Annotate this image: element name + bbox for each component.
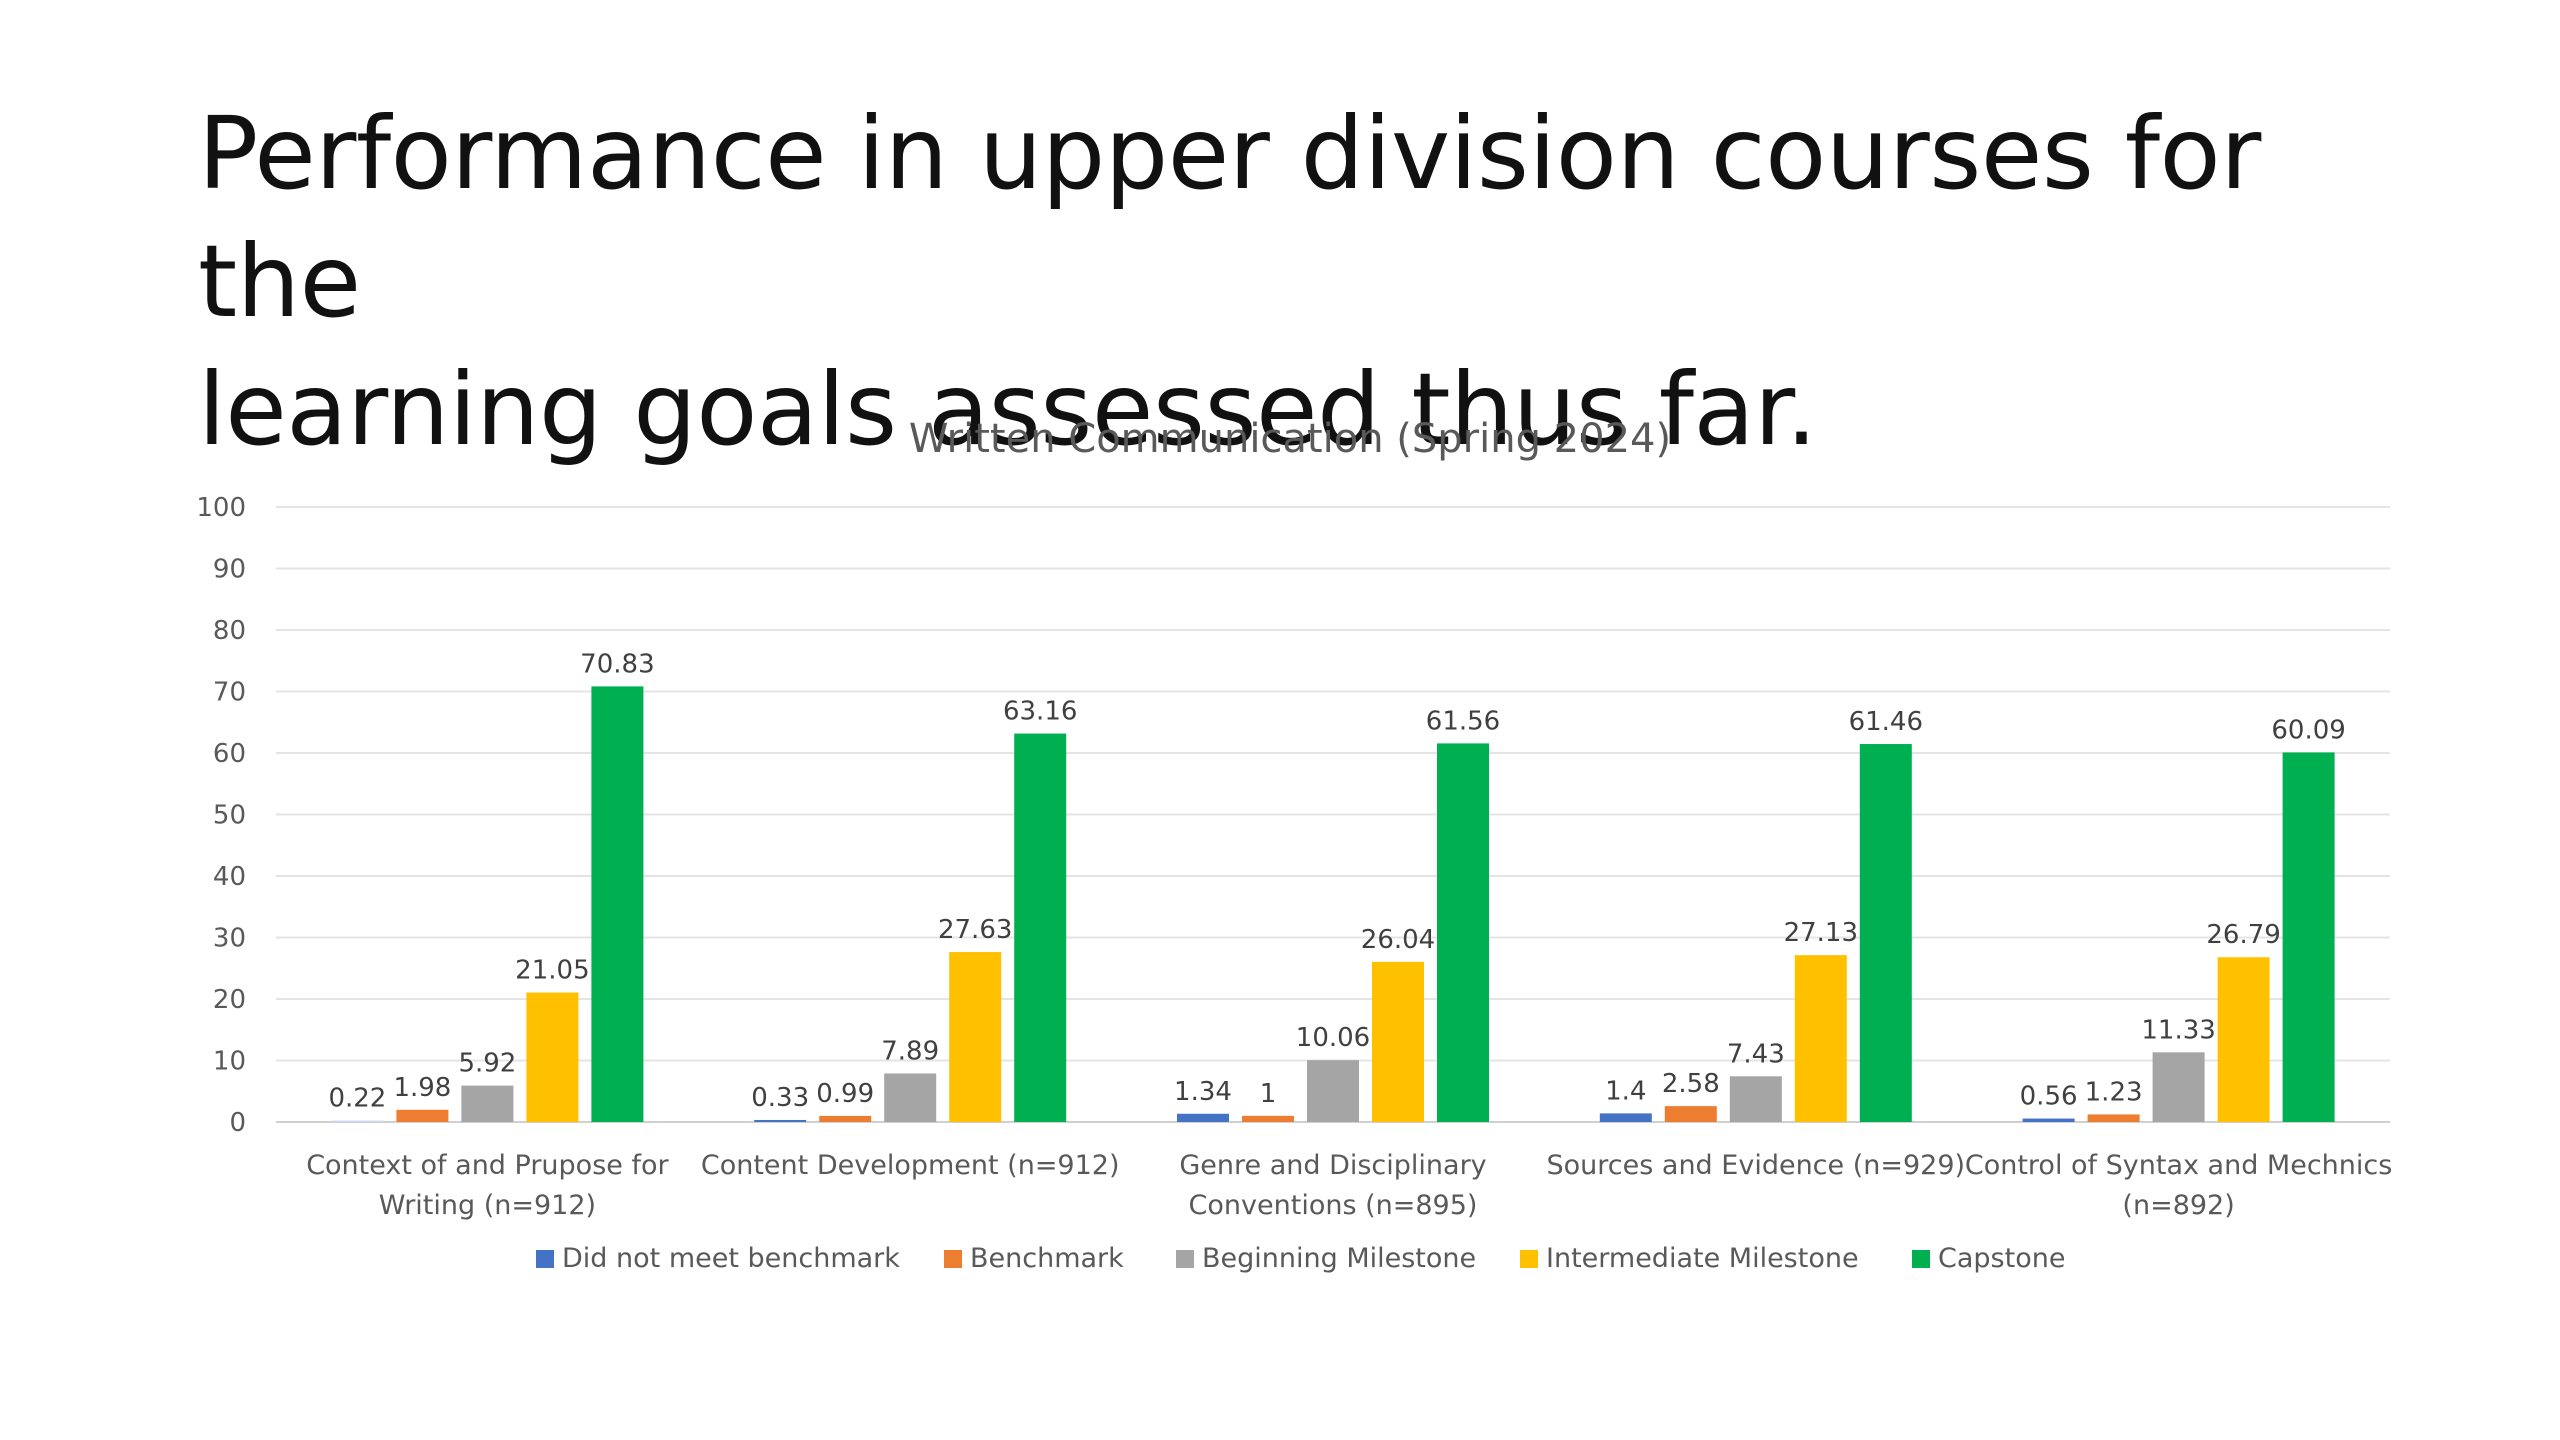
- y-tick-label: 90: [213, 555, 246, 585]
- y-tick-label: 50: [213, 801, 246, 831]
- bar-capstone: [591, 686, 644, 1122]
- data-label: 7.89: [881, 1036, 939, 1066]
- bar-beginning-milestone: [2152, 1052, 2205, 1122]
- bar-benchmark: [1242, 1115, 1294, 1122]
- legend-swatch: [944, 1250, 962, 1268]
- category-label: (n=892): [2122, 1190, 2234, 1221]
- bar-benchmark: [396, 1109, 449, 1122]
- data-labels: 0.22 1.985.92 21.05 70.83 0.33 0.997.89 27.63 6…: [328, 649, 2345, 1113]
- data-label: 63.16: [1003, 697, 1077, 727]
- bar-beginning-milestone: [1307, 1060, 1359, 1122]
- data-label: 1: [1260, 1079, 1277, 1109]
- category-label: Genre and Disciplinary: [1179, 1150, 1486, 1181]
- legend-swatch: [1912, 1250, 1930, 1268]
- slide-title-line-1: Performance in upper division courses fo…: [198, 95, 2261, 340]
- category-label: Writing (n=912): [379, 1190, 596, 1221]
- data-label: 1.23: [2085, 1077, 2143, 1107]
- category-labels: Context of and Prupose for Writing (n=912…: [306, 1150, 2392, 1221]
- legend: Did not meet benchmark Benchmark Beginning…: [536, 1243, 2065, 1274]
- category-label: Control of Syntax and Mechnics: [1965, 1150, 2392, 1181]
- chart-title: Written Communication (Spring 2024): [909, 416, 1671, 462]
- bar-did-not-meet-benchmark: [1599, 1113, 1652, 1122]
- y-tick-label: 20: [213, 985, 246, 1015]
- data-label: 27.63: [938, 915, 1012, 945]
- data-label: 1.34: [1174, 1077, 1232, 1107]
- bar-benchmark: [2087, 1114, 2140, 1122]
- category-label: Context of and Prupose for: [306, 1150, 669, 1181]
- legend-swatch: [536, 1250, 554, 1268]
- data-label: 0.56: [2020, 1082, 2078, 1112]
- data-label: 11.33: [2141, 1015, 2215, 1045]
- legend-label: Benchmark: [970, 1243, 1124, 1274]
- data-label: 1.4: [1605, 1076, 1646, 1106]
- data-label: 10.06: [1296, 1023, 1370, 1053]
- y-tick-label: 100: [196, 493, 246, 523]
- bar-capstone: [1014, 733, 1067, 1122]
- legend-swatch: [1176, 1250, 1194, 1268]
- data-label: 0.33: [751, 1083, 809, 1113]
- legend-label: Intermediate Milestone: [1546, 1243, 1859, 1274]
- data-label: 26.04: [1361, 925, 1435, 955]
- data-label: 60.09: [2271, 715, 2345, 745]
- bars: [331, 686, 2335, 1122]
- bar-intermediate-milestone: [1794, 955, 1847, 1122]
- data-label: 61.56: [1426, 706, 1500, 736]
- legend-label: Capstone: [1938, 1243, 2065, 1274]
- bar-did-not-meet-benchmark: [754, 1119, 807, 1122]
- data-label: 21.05: [515, 956, 589, 986]
- bar-intermediate-milestone: [949, 952, 1002, 1122]
- y-tick-label: 70: [213, 678, 246, 708]
- data-label: 27.13: [1784, 918, 1858, 948]
- bar-intermediate-milestone: [2217, 957, 2270, 1122]
- bar-benchmark: [819, 1115, 872, 1122]
- bar-capstone: [1859, 744, 1912, 1122]
- bar-did-not-meet-benchmark: [2022, 1118, 2075, 1122]
- legend-swatch: [1520, 1250, 1538, 1268]
- legend-label: Beginning Milestone: [1202, 1243, 1476, 1274]
- bar-intermediate-milestone: [1372, 961, 1424, 1122]
- data-label: 5.92: [458, 1049, 516, 1079]
- y-tick-label: 10: [213, 1047, 246, 1077]
- slide-title: Performance in upper division courses fo…: [198, 90, 2448, 474]
- bar-did-not-meet-benchmark: [331, 1120, 384, 1122]
- category-label: Content Development (n=912): [701, 1150, 1120, 1181]
- data-label: 26.79: [2206, 920, 2280, 950]
- y-tick-label: 0: [229, 1108, 246, 1138]
- data-label: 61.46: [1849, 707, 1923, 737]
- bar-intermediate-milestone: [526, 992, 579, 1122]
- category-label: Conventions (n=895): [1189, 1190, 1478, 1221]
- y-tick-label: 60: [213, 739, 246, 769]
- y-axis-ticks: 0 10 20 30 40 50 60 70 80 90 100: [196, 493, 246, 1138]
- y-tick-label: 40: [213, 862, 246, 892]
- slide-title-line-2: learning goals assessed thus far.: [198, 351, 1817, 468]
- legend-label: Did not meet benchmark: [562, 1243, 900, 1274]
- data-label: 70.83: [580, 649, 654, 679]
- bar-benchmark: [1664, 1106, 1717, 1122]
- data-label: 2.58: [1662, 1069, 1720, 1099]
- bar-beginning-milestone: [1729, 1076, 1782, 1122]
- bar-beginning-milestone: [461, 1085, 514, 1122]
- data-label: 7.43: [1727, 1039, 1785, 1069]
- y-tick-label: 80: [213, 616, 246, 646]
- y-tick-label: 30: [213, 924, 246, 954]
- data-label: 0.22: [328, 1084, 386, 1114]
- bar-capstone: [1437, 743, 1489, 1122]
- data-label: 0.99: [816, 1079, 874, 1109]
- category-label: Sources and Evidence (n=929): [1547, 1150, 1966, 1181]
- bar-capstone: [2282, 752, 2335, 1122]
- data-label: 1.98: [393, 1073, 451, 1103]
- bar-did-not-meet-benchmark: [1177, 1113, 1229, 1122]
- bar-beginning-milestone: [884, 1073, 937, 1122]
